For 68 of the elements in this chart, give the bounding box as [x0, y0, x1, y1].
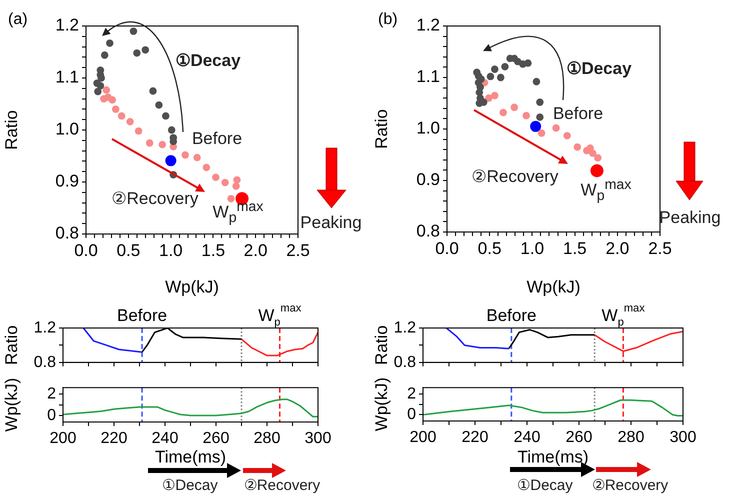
- text: Peaking: [299, 213, 363, 232]
- x-tick-label: 220: [100, 430, 128, 448]
- y-tick-label: 0.8: [394, 354, 416, 371]
- x-tick-label: 300: [670, 429, 696, 446]
- x-tick-label: 2.5: [286, 240, 310, 260]
- x-tick-label: 1.5: [201, 240, 226, 260]
- ref-line-label: Before: [486, 306, 536, 325]
- y-tick-label: 2: [47, 385, 56, 402]
- y-tick-label: 1.0: [55, 120, 79, 139]
- text: ②Recovery: [592, 477, 668, 494]
- x-tick-label: 0.0: [74, 240, 98, 260]
- annotation: Peaking: [658, 208, 722, 227]
- x-tick-label: 2.0: [606, 238, 630, 258]
- chart-title: (b): [378, 11, 398, 28]
- ref-line-label: Before: [117, 306, 168, 325]
- x-tick-label: 1.5: [562, 238, 587, 258]
- y-tick-label: 1.1: [55, 68, 79, 87]
- y-tick-label: 1.2: [394, 319, 416, 336]
- x-tick-label: 2.5: [648, 238, 672, 258]
- text: ①Decay: [517, 477, 573, 494]
- x-tick-label: 280: [618, 429, 644, 446]
- x-tick-label: 200: [410, 429, 436, 446]
- y-tick-label: 1.2: [34, 319, 56, 336]
- annotation: Before: [190, 129, 244, 148]
- y-axis-title: Ratio: [372, 325, 391, 366]
- x-tick-label: 260: [202, 430, 230, 448]
- y-axis-title: Wp(kJ): [372, 377, 391, 432]
- text: ①Decay: [162, 477, 218, 494]
- x-tick-label: 0.5: [478, 238, 502, 258]
- x-tick-label: 2.0: [244, 240, 268, 260]
- x-axis-title: Time(ms): [154, 447, 226, 466]
- x-tick-label: 0.5: [116, 240, 140, 260]
- y-tick-label: 1.1: [416, 67, 440, 86]
- annotation: ①Decay: [565, 59, 633, 78]
- annotation: Before: [552, 104, 604, 123]
- x-tick-label: 0.0: [435, 238, 459, 258]
- y-tick-label: 0.9: [55, 172, 79, 191]
- y-tick-label: 0: [47, 406, 56, 424]
- y-axis-title: Ratio: [2, 110, 21, 150]
- y-tick-label: 0.8: [34, 354, 56, 371]
- y-tick-label: 0.8: [55, 224, 79, 243]
- x-tick-label: 1.0: [158, 240, 183, 260]
- y-tick-label: 1.2: [55, 16, 79, 35]
- x-axis-title: Wp(kJ): [526, 277, 580, 296]
- x-tick-label: 220: [462, 429, 488, 446]
- y-tick-label: 0.9: [416, 170, 440, 190]
- y-tick-label: 1.0: [416, 118, 440, 138]
- annotation: ②Recovery: [112, 189, 198, 208]
- x-tick-label: 240: [152, 430, 178, 448]
- y-axis-title: Ratio: [372, 109, 391, 149]
- chart-title: (a): [8, 11, 28, 28]
- annotation: ②Recovery: [470, 167, 560, 186]
- x-axis-title: Wp(kJ): [165, 277, 219, 296]
- x-tick-label: 260: [566, 429, 592, 446]
- y-tick-label: 0.8: [416, 222, 440, 241]
- y-tick-label: 0: [407, 406, 416, 424]
- x-tick-label: 200: [50, 430, 76, 448]
- x-tick-label: 300: [304, 430, 332, 448]
- y-axis-title: Wp(kJ): [2, 378, 21, 432]
- annotation: ①Decay: [174, 51, 242, 70]
- x-tick-label: 1.0: [520, 238, 544, 258]
- text: ②Recovery: [242, 477, 322, 494]
- y-tick-label: 2: [407, 385, 416, 402]
- y-tick-label: 1.2: [416, 16, 440, 35]
- x-axis-title: Time(ms): [517, 447, 589, 466]
- y-axis-title: Ratio: [2, 325, 21, 366]
- x-tick-label: 240: [514, 429, 540, 446]
- x-tick-label: 280: [254, 430, 280, 448]
